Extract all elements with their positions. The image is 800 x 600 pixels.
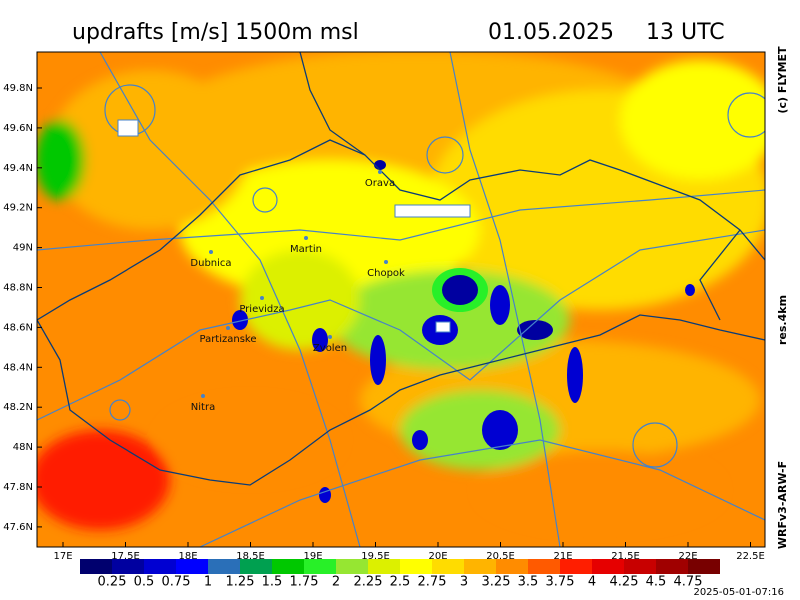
airspace-lines bbox=[37, 52, 765, 547]
colorbar-swatch bbox=[112, 559, 144, 574]
colorbar-swatch bbox=[176, 559, 208, 574]
lon-label: 17E bbox=[53, 551, 72, 562]
colorbar-label: 4.75 bbox=[674, 575, 703, 590]
colorbar-swatch bbox=[592, 559, 624, 574]
colorbar-swatch bbox=[336, 559, 368, 574]
lat-label: 48.4N bbox=[3, 362, 33, 373]
colorbar-swatch bbox=[80, 559, 112, 574]
colorbar-swatch bbox=[528, 559, 560, 574]
place-dot bbox=[328, 335, 332, 339]
colorbar-label: 4.5 bbox=[646, 575, 667, 590]
lon-label: 22E bbox=[678, 551, 697, 562]
place-dot bbox=[378, 170, 382, 174]
lat-label: 49N bbox=[13, 243, 33, 254]
map-title: updrafts [m/s] 1500m msl bbox=[72, 20, 359, 45]
lat-label: 49.6N bbox=[3, 123, 33, 134]
lon-label: 18E bbox=[178, 551, 197, 562]
lat-label: 48.6N bbox=[3, 322, 33, 333]
colorbar-label: 1.25 bbox=[226, 575, 255, 590]
lon-label: 18.5E bbox=[236, 551, 265, 562]
colorbar-swatch bbox=[400, 559, 432, 574]
colorbar-label: 3 bbox=[460, 575, 468, 590]
colorbar-label: 2.5 bbox=[390, 575, 411, 590]
colorbar-swatch bbox=[464, 559, 496, 574]
lon-label: 20.5E bbox=[486, 551, 515, 562]
lat-label: 47.8N bbox=[3, 482, 33, 493]
place-label: Partizanske bbox=[199, 334, 256, 345]
place-label: Dubnica bbox=[190, 258, 231, 269]
place-label: Chopok bbox=[367, 268, 405, 279]
colorbar-swatch bbox=[144, 559, 176, 574]
colorbar-label: 2 bbox=[332, 575, 340, 590]
colorbar-label: 1.5 bbox=[262, 575, 283, 590]
colorbar-label: 4 bbox=[588, 575, 596, 590]
place-dot bbox=[209, 250, 213, 254]
colorbar-label: 0.5 bbox=[134, 575, 155, 590]
field bbox=[37, 52, 765, 547]
place-dot bbox=[201, 394, 205, 398]
copyright-label: (c) FLYMET bbox=[776, 46, 789, 114]
model-label: WRFv3-ARW-F bbox=[776, 461, 789, 549]
colorbar-label: 3.75 bbox=[546, 575, 575, 590]
timestamp: 2025-05-01-07:16 bbox=[693, 587, 784, 598]
colorbar-swatch bbox=[624, 559, 656, 574]
lat-label: 49.2N bbox=[3, 203, 33, 214]
resolution-label: res.4km bbox=[776, 295, 789, 345]
lat-label: 49.8N bbox=[3, 83, 33, 94]
colorbar-swatch bbox=[304, 559, 336, 574]
colorbar-label: 1 bbox=[204, 575, 212, 590]
map-frame bbox=[36, 51, 766, 548]
colorbar-label: 1.75 bbox=[290, 575, 319, 590]
place-label: Nitra bbox=[191, 402, 215, 413]
colorbar-swatch bbox=[496, 559, 528, 574]
lon-label: 21E bbox=[553, 551, 572, 562]
lon-label: 17.5E bbox=[111, 551, 140, 562]
place-label: Prievidza bbox=[239, 304, 284, 315]
lat-label: 48N bbox=[13, 442, 33, 453]
place-dot bbox=[260, 296, 264, 300]
colorbar-label: 0.75 bbox=[162, 575, 191, 590]
labels: 49.8N 49.6N 49.4N 49.2N 49N 48.8N 48.6N 48.4N 48… bbox=[3, 83, 765, 590]
colorbar-swatch bbox=[240, 559, 272, 574]
masked-areas bbox=[117, 119, 471, 333]
lat-label: 48.2N bbox=[3, 402, 33, 413]
colorbar-label: 0.25 bbox=[98, 575, 127, 590]
colorbar-label: 2.75 bbox=[418, 575, 447, 590]
place-label: Orava bbox=[365, 178, 395, 189]
colorbar-swatch bbox=[208, 559, 240, 574]
colorbar-label: 4.25 bbox=[610, 575, 639, 590]
place-dot bbox=[304, 236, 308, 240]
place-dot bbox=[384, 260, 388, 264]
lon-label: 20E bbox=[428, 551, 447, 562]
lat-label: 48.8N bbox=[3, 283, 33, 294]
colorbar-swatch bbox=[272, 559, 304, 574]
colorbar-swatch bbox=[560, 559, 592, 574]
lat-label: 49.4N bbox=[3, 163, 33, 174]
lon-label: 21.5E bbox=[611, 551, 640, 562]
lon-label: 22.5E bbox=[736, 551, 765, 562]
colorbar-swatch bbox=[688, 559, 720, 574]
colorbar-label: 2.25 bbox=[354, 575, 383, 590]
place-dot bbox=[226, 326, 230, 330]
colorbar-label: 3.5 bbox=[518, 575, 539, 590]
map-time: 13 UTC bbox=[646, 20, 725, 45]
colorbar-swatch bbox=[368, 559, 400, 574]
place-label: Martin bbox=[290, 244, 322, 255]
borders bbox=[37, 52, 765, 486]
colorbar-swatch bbox=[656, 559, 688, 574]
place-label: Zvolen bbox=[313, 343, 347, 354]
colorbar-swatch bbox=[432, 559, 464, 574]
map-date: 01.05.2025 bbox=[488, 20, 614, 45]
colorbar-label: 3.25 bbox=[482, 575, 511, 590]
lat-label: 47.6N bbox=[3, 522, 33, 533]
lon-label: 19E bbox=[303, 551, 322, 562]
lon-label: 19.5E bbox=[361, 551, 390, 562]
